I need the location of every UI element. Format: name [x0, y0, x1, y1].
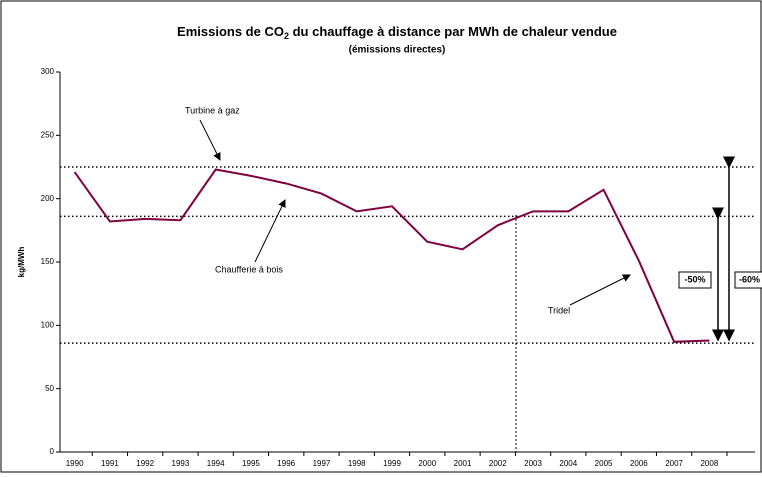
title-part: Emissions de CO	[177, 24, 284, 39]
annotation: Turbine à gaz	[185, 105, 240, 115]
x-tick-label: 2008	[700, 459, 718, 468]
x-tick-label: 1991	[101, 459, 119, 468]
title-subscript: 2	[284, 31, 289, 41]
x-tick-label: 1998	[348, 459, 366, 468]
annotation: Tridel	[548, 305, 570, 315]
annotation-arrow	[569, 274, 631, 306]
x-tick-label: 1992	[136, 459, 154, 468]
x-tick-label: 1994	[207, 459, 225, 468]
x-tick-label: 1996	[277, 459, 295, 468]
x-tick-label: 2007	[665, 459, 683, 468]
y-tick-label: 250	[41, 130, 55, 139]
y-tick-label: 300	[41, 67, 55, 76]
x-tick-label: 1995	[242, 459, 260, 468]
y-tick-label: 100	[41, 320, 55, 329]
x-tick-label: 2006	[630, 459, 648, 468]
x-tick-label: 2003	[524, 459, 542, 468]
x-tick-label: 1993	[172, 459, 190, 468]
annotation: Chaufferie à bois	[215, 264, 283, 274]
annotation-arrow	[254, 199, 286, 263]
y-tick-label: 50	[45, 384, 54, 393]
annotation: -60%	[739, 274, 760, 284]
y-axis-label: kg/MWh	[17, 247, 26, 278]
label-box	[678, 271, 712, 289]
x-tick-label: 1990	[66, 459, 84, 468]
x-tick-label: 2005	[595, 459, 613, 468]
title-part: du chauffage à distance par MWh de chale…	[289, 24, 617, 39]
annotation-arrow	[199, 119, 221, 161]
x-tick-label: 2000	[418, 459, 436, 468]
y-tick-label: 150	[41, 257, 55, 266]
x-tick-label: 2002	[489, 459, 507, 468]
x-tick-label: 2001	[454, 459, 472, 468]
annotation: -50%	[684, 274, 705, 284]
label-box	[734, 271, 762, 289]
y-tick-label: 200	[41, 194, 55, 203]
x-tick-label: 2004	[559, 459, 577, 468]
chart-subtitle: (émissions directes)	[349, 45, 446, 56]
chart-title: Emissions de CO2 du chauffage à distance…	[177, 24, 617, 41]
y-tick-label: 0	[50, 447, 55, 456]
x-tick-label: 1999	[383, 459, 401, 468]
data-line	[73, 168, 710, 343]
x-tick-label: 1997	[313, 459, 331, 468]
